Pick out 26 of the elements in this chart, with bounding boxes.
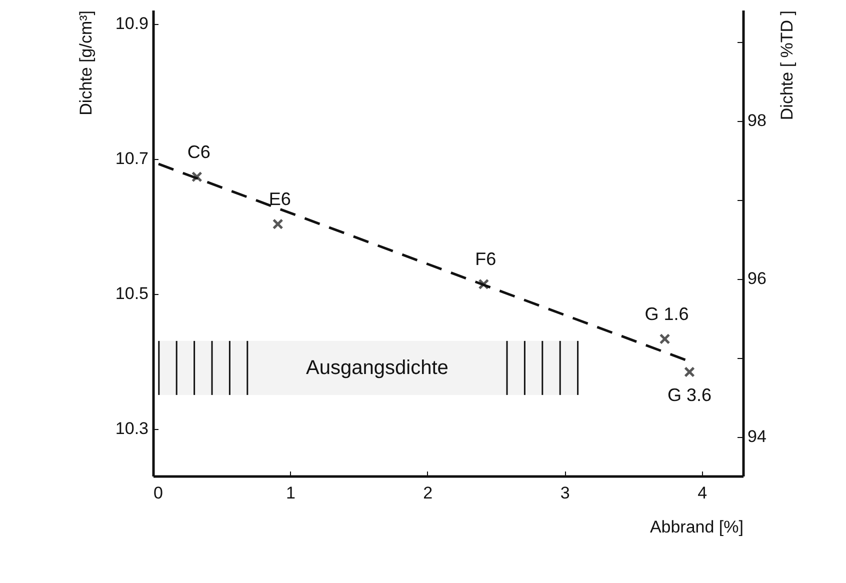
y-tick-label: 10.5 xyxy=(115,284,148,304)
y2-axis-title: Dichte [ %TD ] xyxy=(777,10,796,120)
x-tick-label: 3 xyxy=(560,484,570,502)
x-axis-title: Abbrand [%] xyxy=(650,518,744,536)
x-tick-label: 0 xyxy=(154,484,163,502)
y2-tick-label: 94 xyxy=(748,427,766,446)
x-tick-label: 4 xyxy=(698,484,708,502)
y-tick-label: 10.7 xyxy=(115,149,148,168)
y-tick-label: 10.3 xyxy=(115,419,148,438)
y2-tick-label: 96 xyxy=(748,269,766,288)
annotation: G 1.6 xyxy=(644,304,689,324)
point xyxy=(272,218,284,230)
x-tick-label: 2 xyxy=(423,484,433,502)
annotation: G 3.6 xyxy=(667,384,712,405)
y2-tick-label: 98 xyxy=(748,111,766,130)
point xyxy=(191,171,202,182)
point xyxy=(684,366,695,378)
band-label: Ausgangsdichte xyxy=(306,356,448,379)
annotation: E6 xyxy=(268,189,291,210)
y-axis-title: Dichte [g/cm³] xyxy=(76,10,96,116)
point xyxy=(478,278,490,290)
annotation: C6 xyxy=(187,142,210,162)
x-tick-label: 1 xyxy=(286,484,296,502)
y-tick-label: 10.9 xyxy=(115,14,148,34)
point xyxy=(659,333,670,344)
annotation: F6 xyxy=(475,249,496,270)
